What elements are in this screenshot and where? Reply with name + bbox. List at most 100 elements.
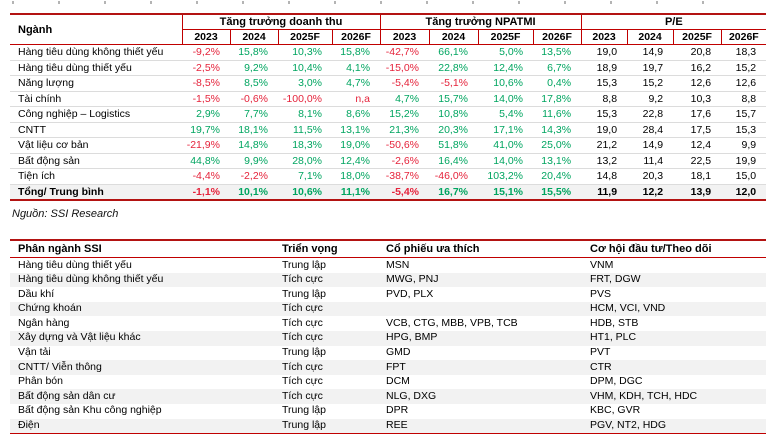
classification-outlook: Tích cực <box>282 375 323 388</box>
sector-value: 12,4% <box>478 60 534 76</box>
sector-value: 18,3 <box>721 44 767 61</box>
year-header: 2024 <box>229 29 278 45</box>
sector-value: 4,7% <box>380 91 430 107</box>
sector-value: 14,3% <box>533 122 582 138</box>
sector-row: Vật liệu cơ bản -21,9% 14,8% 18,3% 19,0% -50,… <box>10 137 767 154</box>
sector-value: 15,5% <box>533 184 582 201</box>
sector-value: 51,8% <box>429 137 479 154</box>
classification-watchlist: FRT, DGW <box>582 272 766 288</box>
sector-value: 11,9 <box>581 184 628 201</box>
sector-value: 8,5% <box>230 75 278 92</box>
sector-value: 15,3 <box>581 106 628 123</box>
classification-row: Hàng tiêu dùng thiết yếu Trung lập MSN VNM <box>10 258 766 273</box>
sector-value: 11,6% <box>533 106 582 123</box>
sector-value: 7,1% <box>278 168 332 185</box>
sector-row: Công nghiệp – Logistics 2,9% 7,7% 8,1% 8,6% 1… <box>10 106 767 123</box>
sector-value: 13,5% <box>533 44 582 61</box>
sector-name: Tổng/ Trung bình <box>10 184 182 201</box>
column-header-ssi-sector: Phân ngành SSI <box>10 240 274 258</box>
sector-value: 2,9% <box>182 106 230 123</box>
classification-outlook: Trung lập <box>282 346 326 359</box>
classification-preferred-stocks: GMD <box>386 346 411 359</box>
sector-value: 9,9% <box>230 153 278 169</box>
classification-table-body: Hàng tiêu dùng thiết yếu Trung lập MSN VNM H… <box>10 258 766 434</box>
sector-value: 10,1% <box>230 184 278 201</box>
classification-outlook: Tích cực <box>274 272 378 288</box>
year-header: 2026F <box>331 29 381 45</box>
sector-value: 17,5 <box>673 122 722 138</box>
sector-value: 19,7% <box>182 122 230 138</box>
sector-name: Tiện ích <box>10 168 182 185</box>
classification-sector-name: Ngân hàng <box>18 316 70 329</box>
classification-preferred-stocks: DPR <box>386 404 409 417</box>
classification-sector-name: Bất động sản Khu công nghiệp <box>18 404 162 417</box>
sector-value: -2,6% <box>380 153 430 169</box>
sector-name: Hàng tiêu dùng không thiết yếu <box>10 44 182 61</box>
sector-value: 8,8 <box>581 91 628 107</box>
classification-row: Dầu khí Trung lập PVD, PLX PVS <box>10 287 766 302</box>
sector-value: 14,9 <box>627 137 674 154</box>
sector-value: 17,1% <box>478 122 534 138</box>
sector-value: 12,6 <box>673 75 722 92</box>
group-header-npatmi-growth: Tăng trưởng NPATMI <box>379 14 582 30</box>
year-header: 2026F <box>532 29 582 45</box>
sector-value: 103,2% <box>478 168 534 185</box>
sector-value: 20,3% <box>429 122 479 138</box>
sector-name: Hàng tiêu dùng thiết yếu <box>10 60 182 76</box>
year-header-row: 2023 2024 2025F 2026F 2023 2024 2025F 20… <box>10 29 767 45</box>
sector-value: n,a <box>332 91 381 107</box>
sector-name: Năng lượng <box>10 75 182 92</box>
sector-value: 12,6 <box>721 75 767 92</box>
classification-outlook: Tích cực <box>274 301 378 317</box>
sector-value: -46,0% <box>429 168 479 185</box>
classification-preferred-stocks: HPG, BMP <box>378 330 582 346</box>
group-header-revenue-growth: Tăng trưởng doanh thu <box>181 14 381 30</box>
column-header-preferred-stocks: Cổ phiếu ưa thích <box>378 240 582 258</box>
classification-row: Ngân hàng Tích cực VCB, CTG, MBB, VPB, TCB… <box>10 316 766 331</box>
sector-value: -5,4% <box>380 184 430 201</box>
sector-value: 18,0% <box>332 168 381 185</box>
sector-value: 15,0 <box>721 168 767 185</box>
source-note: Nguồn: SSI Research <box>12 208 119 220</box>
sector-value: 21,3% <box>380 122 430 138</box>
sector-name: Công nghiệp – Logistics <box>10 106 182 123</box>
classification-sector-name: Bất động sản dân cư <box>10 389 274 404</box>
year-header: 2025F <box>672 29 722 45</box>
sector-value: 8,1% <box>278 106 332 123</box>
sector-value: -50,6% <box>380 137 430 154</box>
sector-value: 16,4% <box>429 153 479 169</box>
sector-value: 18,1 <box>673 168 722 185</box>
sector-value: 13,9 <box>673 184 722 201</box>
sector-value: 22,5 <box>673 153 722 169</box>
sector-value: 19,0 <box>581 44 628 61</box>
classification-sector-name: Phân bón <box>18 375 63 388</box>
classification-watchlist: HT1, PLC <box>582 330 766 346</box>
classification-watchlist: CTR <box>582 360 766 375</box>
sector-name: CNTT <box>10 122 182 138</box>
clipped-title-remnant <box>12 1 712 4</box>
classification-watchlist: VNM <box>590 258 614 271</box>
sector-value: -15,0% <box>380 60 430 76</box>
sector-value: 19,7 <box>627 60 674 76</box>
sector-table-header: Ngành Tăng trưởng doanh thu Tăng trưởng … <box>10 14 767 45</box>
classification-watchlist: VHM, KDH, TCH, HDC <box>582 389 766 404</box>
sector-value: 14,8% <box>230 137 278 154</box>
classification-preferred-stocks: REE <box>378 418 582 434</box>
sector-row: Tài chính -1,5% -0,6% -100,0% n,a 4,7% 15,7% 14… <box>10 91 767 107</box>
sector-row: CNTT 19,7% 18,1% 11,5% 13,1% 21,3% 20,3% 17,1% 1… <box>10 122 767 138</box>
sector-value: 10,8% <box>429 106 479 123</box>
sector-value: 15,2 <box>627 75 674 92</box>
classification-outlook: Trung lập <box>274 418 378 434</box>
sector-value: 5,4% <box>478 106 534 123</box>
sector-value: 4,1% <box>332 60 381 76</box>
sector-value: 10,3% <box>278 44 332 61</box>
sector-value: 9,2 <box>627 91 674 107</box>
sector-value: 13,2 <box>581 153 628 169</box>
sector-total-row: Tổng/ Trung bình -1,1% 10,1% 10,6% 11,1% -5,4… <box>10 184 767 201</box>
classification-watchlist: HCM, VCI, VND <box>582 301 766 317</box>
classification-preferred-stocks: NLG, DXG <box>378 389 582 404</box>
classification-outlook: Trung lập <box>282 287 326 300</box>
classification-outlook: Tích cực <box>274 330 378 346</box>
classification-sector-name: Hàng tiêu dùng không thiết yếu <box>10 272 274 288</box>
